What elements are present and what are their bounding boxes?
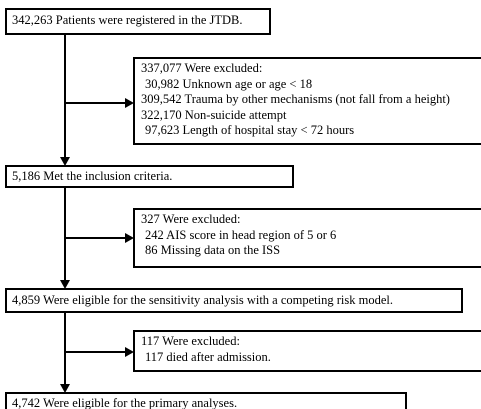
box-text: 4,859 Were eligible for the sensitivity … [12, 293, 393, 307]
exclusion-line: 117 Were excluded: [141, 334, 240, 348]
arrowhead [60, 157, 70, 166]
arrowhead [125, 233, 134, 243]
arrowhead [60, 280, 70, 289]
exclusion-line: 327 Were excluded: [141, 212, 241, 226]
exclusion-line: 309,542 Trauma by other mechanisms (not … [141, 92, 450, 106]
arrowhead [125, 98, 134, 108]
flow-box: 4,742 Were eligible for the primary anal… [5, 392, 407, 409]
arrowhead [125, 347, 134, 357]
flow-box: 5,186 Met the inclusion criteria. [5, 165, 294, 188]
box-text: 4,742 Were eligible for the primary anal… [12, 396, 238, 409]
flow-box: 4,859 Were eligible for the sensitivity … [5, 288, 463, 313]
box-text: 5,186 Met the inclusion criteria. [12, 169, 173, 183]
box-text: 342,263 Patients were registered in the … [12, 13, 243, 27]
exclusion-box: 337,077 Were excluded: 30,982 Unknown ag… [133, 57, 481, 145]
exclusion-line: 30,982 Unknown age or age < 18 [145, 76, 313, 91]
exclusion-box: 117 Were excluded: 117 died after admiss… [133, 330, 481, 372]
exclusion-line: 86 Missing data on the ISS [145, 243, 281, 257]
exclusion-box: 327 Were excluded: 242 AIS score in head… [133, 208, 481, 268]
arrowhead [60, 384, 70, 393]
flow-box: 342,263 Patients were registered in the … [5, 8, 271, 35]
exclusion-line: 322,170 Non-suicide attempt [141, 107, 287, 122]
exclusion-line: 242 AIS score in head region of 5 or 6 [145, 227, 337, 242]
exclusion-line: 117 died after admission. [145, 349, 271, 364]
exclusion-line: 337,077 Were excluded: [141, 61, 263, 75]
exclusion-line: 97,623 Length of hospital stay < 72 hour… [145, 123, 355, 137]
